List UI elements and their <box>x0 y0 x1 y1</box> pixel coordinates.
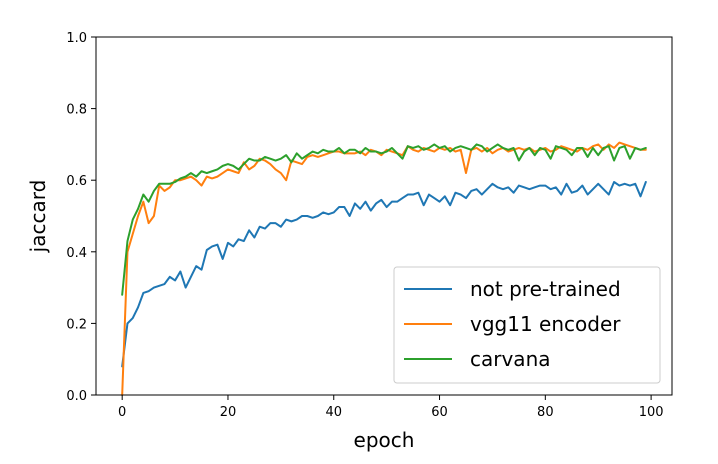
x-tick-label: 80 <box>537 405 554 420</box>
series-layer <box>121 141 647 396</box>
legend-label-carvana: carvana <box>470 347 551 371</box>
x-tick-label: 20 <box>220 405 237 420</box>
y-tick-label: 1.0 <box>66 31 87 46</box>
legend: not pre-trained vgg11 encoder carvana <box>393 266 661 384</box>
x-tick-label: 40 <box>325 405 342 420</box>
x-axis-label: epoch <box>354 428 415 452</box>
x-tick-label: 0 <box>118 405 126 420</box>
x-tick-label: 60 <box>431 405 448 420</box>
y-tick-label: 0.6 <box>66 174 87 189</box>
y-tick-label: 0.8 <box>66 103 87 118</box>
axes-layer: 0 20 40 60 80 100 0.0 0.2 0.4 0.6 0.8 1.0 <box>66 31 663 420</box>
y-tick-label: 0.4 <box>66 246 87 261</box>
x-tick-label: 100 <box>639 405 664 420</box>
plot-frame <box>95 36 673 396</box>
legend-label-not-pre-trained: not pre-trained <box>470 277 621 301</box>
y-axis-label: jaccard <box>26 180 50 254</box>
series-line-not-pre-trained <box>121 180 647 368</box>
legend-box <box>393 266 661 384</box>
y-tick-label: 0.0 <box>66 389 87 404</box>
legend-label-vgg11-encoder: vgg11 encoder <box>470 312 621 336</box>
series-line-carvana <box>121 143 647 296</box>
y-tick-label: 0.2 <box>66 317 87 332</box>
